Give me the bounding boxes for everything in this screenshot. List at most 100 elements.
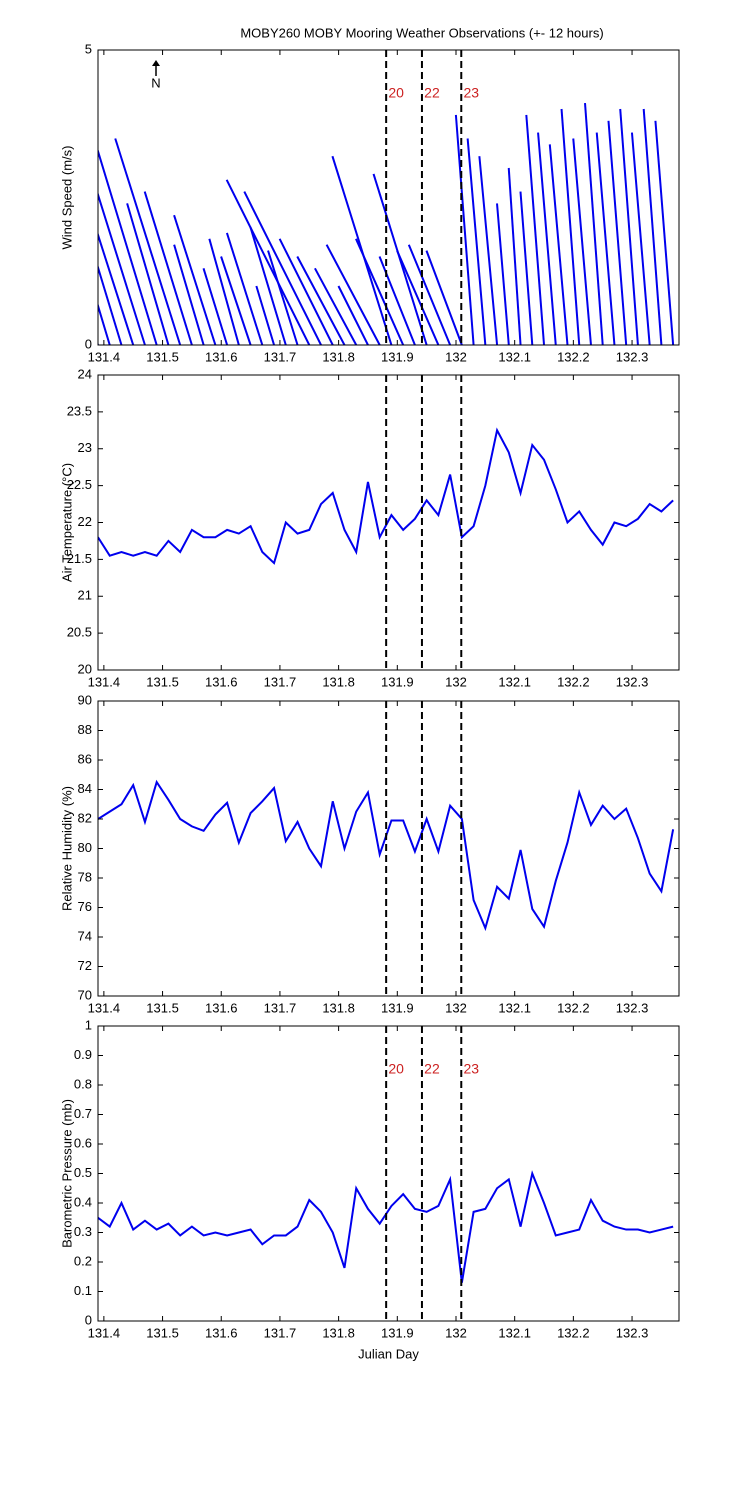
x-tick-label: 132.2 [557, 674, 590, 689]
wind-stick [572, 138, 592, 345]
wind-stick [507, 167, 522, 345]
x-tick-label: 131.6 [205, 349, 238, 364]
wind-stick [114, 138, 182, 345]
wind-stick [355, 238, 405, 345]
wind-stick [337, 285, 369, 345]
wind-stick [255, 285, 276, 345]
y-tick-label: 80 [78, 840, 92, 855]
wind-stick [396, 250, 440, 345]
y-tick-label: 78 [78, 869, 92, 884]
wind-stick [98, 231, 135, 345]
x-tick-label: 132.2 [557, 349, 590, 364]
x-tick-label: 131.5 [146, 674, 179, 689]
y-tick-label: 1 [85, 1017, 92, 1032]
wind-stick [595, 132, 616, 345]
wind-stick [607, 120, 628, 345]
x-tick-label: 132 [445, 349, 467, 364]
y-tick-label: 90 [78, 692, 92, 707]
x-tick-label: 131.8 [322, 1000, 355, 1015]
y-tick-label: 0.7 [74, 1106, 92, 1121]
plot-area [98, 427, 674, 565]
x-tick-label: 131.4 [88, 1000, 121, 1015]
wind-stick [173, 244, 205, 345]
y-tick-label: 84 [78, 781, 92, 796]
y-tick-label: 82 [78, 810, 92, 825]
y-tick-label: 21 [78, 588, 92, 603]
y-tick-label: 70 [78, 987, 92, 1002]
y-tick-label: 21.5 [67, 551, 92, 566]
wind-stick [560, 108, 581, 345]
y-tick-label: 0.5 [74, 1165, 92, 1180]
x-tick-label: 132 [445, 1000, 467, 1015]
x-tick-label: 131.7 [264, 1000, 297, 1015]
data-line [98, 427, 674, 565]
x-tick-label: 132.1 [498, 349, 531, 364]
wind-stick [630, 132, 651, 345]
event-label: 22 [424, 85, 440, 101]
y-tick-label: 0.2 [74, 1253, 92, 1268]
chart-title: MOBY260 MOBY Mooring Weather Observation… [240, 25, 603, 40]
wind-stick [478, 156, 499, 345]
axes-frame [97, 49, 680, 346]
wind-stick [407, 244, 452, 345]
y-tick-label: 22 [78, 514, 92, 529]
y-tick-label: 76 [78, 899, 92, 914]
x-tick-label: 131.5 [146, 1000, 179, 1015]
x-tick-label: 131.8 [322, 674, 355, 689]
wind-stick [654, 120, 675, 345]
x-tick-label: 131.7 [264, 674, 297, 689]
wind-stick [425, 250, 463, 345]
wind-stick [267, 250, 299, 345]
wind-stick [143, 191, 193, 345]
wind-stick [325, 244, 381, 345]
wind-stick [619, 108, 639, 345]
wind-stick [454, 114, 475, 345]
event-label: 22 [424, 1061, 440, 1077]
x-tick-label: 131.6 [205, 1325, 238, 1340]
y-tick-label: 0.3 [74, 1224, 92, 1239]
event-label: 23 [463, 1061, 479, 1077]
y-tick-label: 5 [85, 41, 92, 56]
x-axis-label: Julian Day [358, 1346, 419, 1361]
x-tick-label: 131.6 [205, 1000, 238, 1015]
x-tick-label: 131.9 [381, 1000, 414, 1015]
x-tick-label: 132.1 [498, 674, 531, 689]
x-tick-label: 132.3 [616, 349, 649, 364]
y-tick-label: 20.5 [67, 625, 92, 640]
wind-stick [584, 103, 604, 345]
y-tick-label: 23.5 [67, 403, 92, 418]
event-label: 23 [463, 85, 479, 101]
y-tick-label: 0.1 [74, 1283, 92, 1298]
x-tick-label: 132.3 [616, 674, 649, 689]
wind-stick [496, 203, 510, 345]
x-tick-label: 131.7 [264, 349, 297, 364]
y-tick-label: 86 [78, 751, 92, 766]
wind-stick [314, 267, 358, 345]
x-tick-label: 131.5 [146, 349, 179, 364]
north-arrow-head [152, 60, 160, 66]
y-tick-label: 88 [78, 722, 92, 737]
wind-stick [98, 191, 146, 345]
x-tick-label: 131.9 [381, 1325, 414, 1340]
x-tick-label: 131.6 [205, 674, 238, 689]
x-tick-label: 132.2 [557, 1325, 590, 1340]
x-tick-label: 131.9 [381, 674, 414, 689]
wind-stick [208, 238, 240, 345]
plot-area [98, 103, 675, 345]
wind-stick [225, 179, 311, 345]
y-tick-label: 0.8 [74, 1076, 92, 1091]
y-tick-label: 74 [78, 928, 92, 943]
y-tick-label: 24 [78, 366, 92, 381]
wind-stick [278, 238, 334, 345]
y-axis-label: Wind Speed (m/s) [59, 145, 74, 249]
y-tick-label: 0.6 [74, 1135, 92, 1150]
x-tick-label: 131.7 [264, 1325, 297, 1340]
wind-stick [466, 138, 487, 345]
y-tick-label: 22.5 [67, 477, 92, 492]
y-axis-label: Barometric Pressure (mb) [59, 1099, 74, 1248]
x-tick-label: 131.4 [88, 674, 121, 689]
event-label: 20 [388, 1061, 404, 1077]
x-tick-label: 132 [445, 1325, 467, 1340]
